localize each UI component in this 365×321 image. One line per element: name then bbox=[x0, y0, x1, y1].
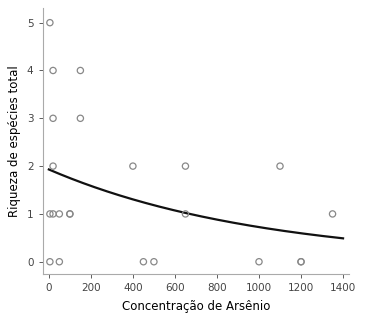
Point bbox=[50, 163, 56, 169]
Point bbox=[77, 116, 83, 121]
Point bbox=[182, 163, 188, 169]
Point bbox=[57, 259, 62, 264]
Point bbox=[130, 163, 136, 169]
Point bbox=[298, 259, 304, 264]
Point bbox=[47, 20, 53, 25]
Point bbox=[77, 68, 83, 73]
Point bbox=[57, 211, 62, 216]
Point bbox=[50, 211, 56, 216]
Point bbox=[47, 211, 53, 216]
Point bbox=[256, 259, 262, 264]
X-axis label: Concentração de Arsênio: Concentração de Arsênio bbox=[122, 300, 270, 313]
Point bbox=[151, 259, 157, 264]
Point bbox=[47, 259, 53, 264]
Point bbox=[298, 259, 304, 264]
Point bbox=[182, 211, 188, 216]
Y-axis label: Riqueza de espécies total: Riqueza de espécies total bbox=[8, 65, 21, 217]
Point bbox=[277, 163, 283, 169]
Point bbox=[330, 211, 335, 216]
Point bbox=[67, 211, 73, 216]
Point bbox=[67, 211, 73, 216]
Point bbox=[50, 116, 56, 121]
Point bbox=[141, 259, 146, 264]
Point bbox=[50, 68, 56, 73]
